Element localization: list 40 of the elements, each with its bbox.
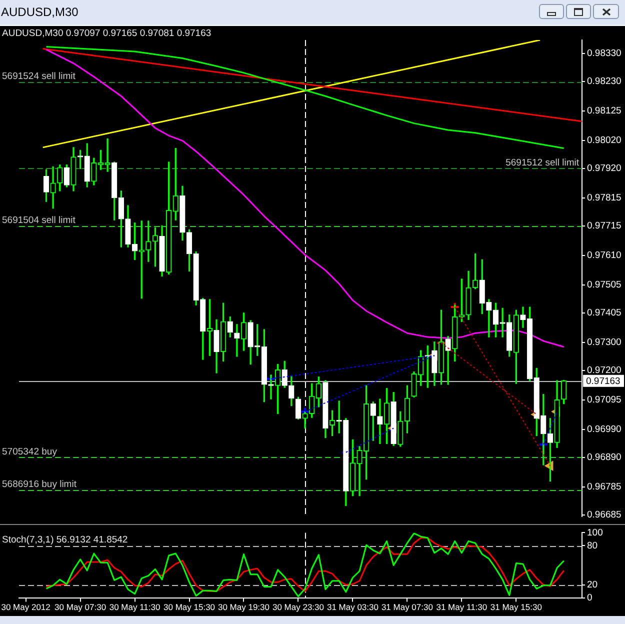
chart-title: Stoch(7,3,1) 56.9132 41.8542 bbox=[2, 534, 128, 546]
y-tick-label: 0.98230 bbox=[587, 76, 622, 88]
y-tick-label: 0.96990 bbox=[587, 424, 622, 435]
y-tick-label: 0.96685 bbox=[587, 510, 622, 521]
x-tick-label: 31 May 11:30 bbox=[436, 602, 488, 612]
x-tick-label: 31 May 15:30 bbox=[490, 602, 542, 612]
y-tick-label: 0.97610 bbox=[587, 250, 622, 262]
ref-line-label: 0.97163 bbox=[586, 376, 620, 387]
x-tick-label: 31 May 07:30 bbox=[381, 602, 434, 612]
y-tick-label: 0.97200 bbox=[587, 365, 622, 376]
y-tick-label: 0.97920 bbox=[587, 163, 622, 174]
y-tick-label: 0 bbox=[587, 592, 592, 604]
y-tick-label: 0.98125 bbox=[587, 106, 622, 117]
x-tick-label: 30 May 11:30 bbox=[109, 602, 160, 612]
y-tick-label: 80 bbox=[587, 540, 598, 552]
x-tick-label: 30 May 2012 bbox=[1, 602, 51, 612]
y-tick-label: 100 bbox=[587, 527, 603, 538]
y-tick-label: 0.97405 bbox=[587, 308, 622, 319]
x-tick-label: 30 May 15:30 bbox=[164, 602, 216, 612]
y-tick-label: 0.96890 bbox=[587, 452, 622, 464]
ref-line-label: 5691512 sell limit bbox=[506, 157, 580, 168]
y-tick-label: 0.98330 bbox=[587, 48, 622, 60]
ref-line-label: 5691504 sell limit bbox=[2, 214, 76, 226]
ref-line-label: 5686916 buy limit bbox=[2, 478, 77, 490]
y-tick-label: 0.96785 bbox=[587, 481, 622, 492]
y-tick-label: 0.97300 bbox=[587, 337, 622, 348]
y-tick-label: 0.97715 bbox=[587, 220, 622, 232]
x-tick-label: 30 May 23:30 bbox=[272, 602, 324, 612]
y-tick-label: 0.97095 bbox=[587, 394, 622, 406]
x-tick-label: 30 May 19:30 bbox=[218, 602, 270, 612]
y-tick-label: 20 bbox=[587, 579, 598, 590]
x-tick-label: 31 May 03:30 bbox=[326, 602, 379, 612]
y-tick-label: 0.97815 bbox=[587, 192, 622, 204]
ref-line-label: 5705342 buy bbox=[2, 446, 58, 458]
y-tick-label: 0.98020 bbox=[587, 135, 622, 146]
chart-title: AUDUSD,M30 bbox=[1, 5, 78, 19]
chart-subtitle: AUDUSD,M30 0.97097 0.97165 0.97081 0.97163 bbox=[2, 28, 212, 39]
ref-line-label: 5691524 sell limit bbox=[2, 71, 76, 82]
x-tick-label: 30 May 07:30 bbox=[54, 602, 106, 612]
y-tick-label: 0.97505 bbox=[587, 280, 622, 291]
